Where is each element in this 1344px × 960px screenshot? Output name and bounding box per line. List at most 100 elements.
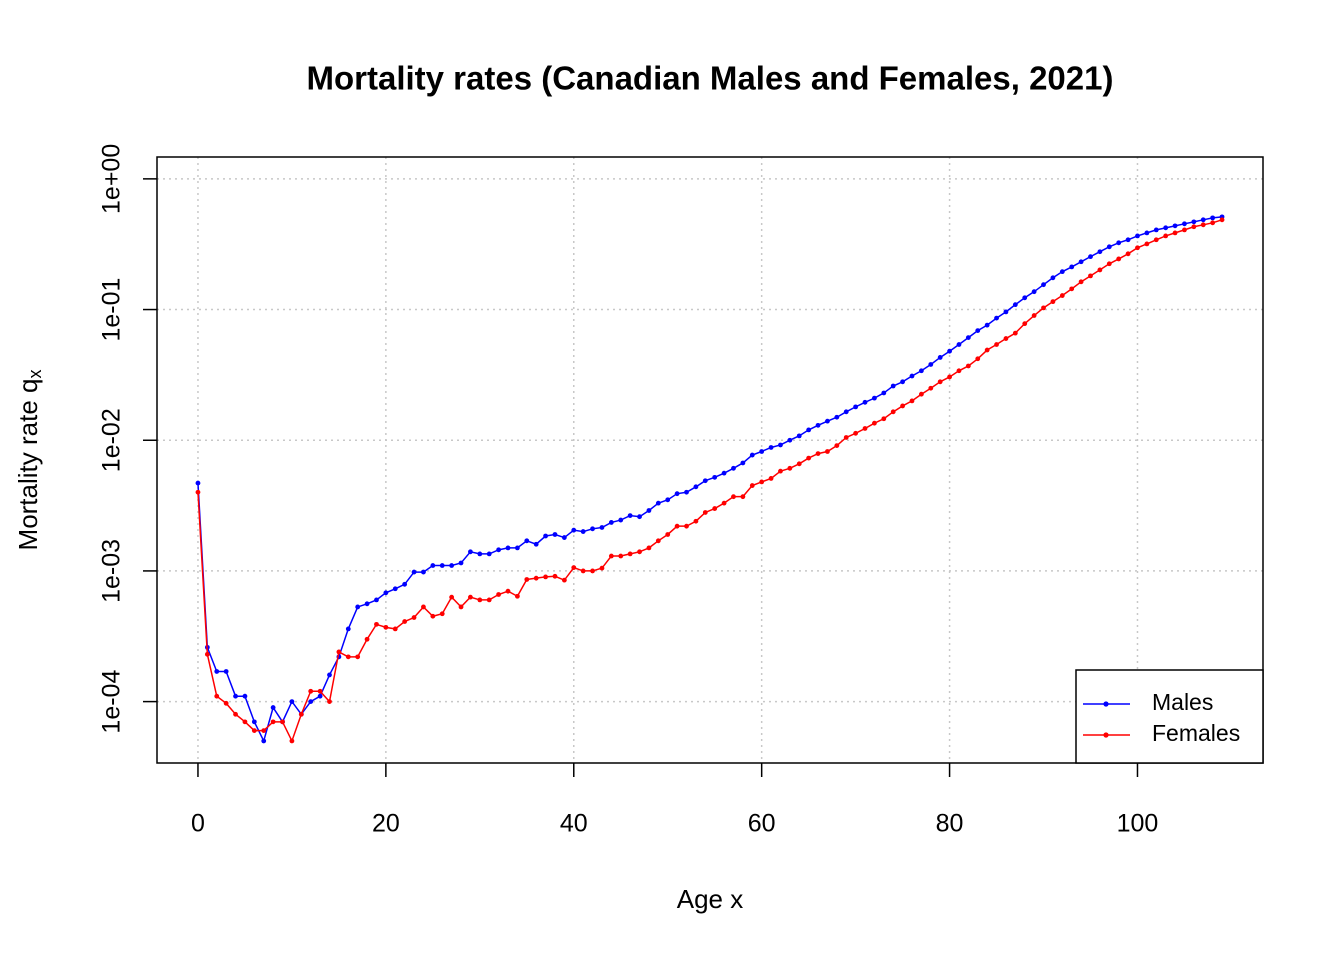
- data-point: [242, 719, 248, 725]
- data-point: [486, 551, 492, 557]
- data-point: [1210, 220, 1216, 226]
- x-tick-label: 60: [748, 810, 776, 838]
- y-tick-label: 1e-04: [98, 670, 126, 734]
- data-point: [533, 575, 539, 581]
- data-point: [280, 719, 285, 725]
- data-point: [1069, 264, 1075, 270]
- data-point: [317, 693, 323, 699]
- data-point: [1172, 230, 1178, 236]
- data-point: [421, 569, 426, 575]
- data-point: [599, 565, 605, 571]
- data-point: [251, 728, 257, 733]
- data-point: [430, 613, 436, 619]
- data-point: [571, 565, 577, 571]
- data-point: [843, 409, 849, 415]
- x-tick-label: 80: [936, 810, 964, 838]
- data-point: [223, 700, 229, 706]
- data-point: [918, 391, 924, 397]
- legend-label: Males: [1152, 689, 1213, 715]
- data-point: [984, 322, 990, 328]
- data-point: [195, 480, 201, 486]
- data-point: [918, 368, 924, 374]
- data-point: [655, 538, 661, 544]
- data-point: [1003, 336, 1009, 341]
- data-point: [486, 597, 492, 603]
- data-point: [749, 483, 755, 488]
- data-point: [524, 577, 530, 582]
- data-point: [825, 418, 830, 424]
- data-point: [806, 427, 812, 433]
- data-point: [1135, 233, 1140, 239]
- data-point: [637, 549, 642, 555]
- data-point: [204, 651, 210, 657]
- data-point: [1041, 305, 1046, 311]
- data-point: [270, 719, 276, 725]
- data-point: [242, 693, 248, 699]
- data-point: [1182, 221, 1187, 227]
- data-point: [1088, 273, 1093, 279]
- data-point: [1172, 223, 1178, 229]
- data-point: [1106, 261, 1112, 267]
- data-point: [778, 442, 783, 448]
- data-point: [637, 514, 642, 520]
- data-point: [731, 494, 736, 500]
- x-tick-label: 20: [372, 810, 400, 838]
- data-point: [1163, 225, 1169, 231]
- data-point: [1106, 244, 1112, 250]
- data-point: [721, 470, 727, 476]
- data-point: [251, 719, 257, 725]
- data-point: [402, 619, 408, 624]
- data-point: [684, 523, 689, 529]
- data-point: [1153, 227, 1159, 233]
- data-point: [815, 422, 821, 428]
- data-point: [543, 533, 548, 539]
- data-point: [468, 549, 473, 555]
- data-point: [214, 669, 220, 674]
- data-point: [411, 569, 417, 575]
- data-point: [872, 420, 877, 426]
- data-point: [270, 705, 276, 710]
- data-point: [561, 535, 567, 540]
- data-point: [496, 592, 502, 597]
- data-point: [984, 347, 990, 353]
- data-point: [646, 508, 652, 513]
- x-tick-label: 40: [560, 810, 588, 838]
- y-tick-label: 1e-03: [98, 539, 126, 603]
- data-point: [1031, 289, 1037, 295]
- data-point: [853, 430, 859, 436]
- legend-box: [1075, 669, 1264, 764]
- data-point: [1041, 282, 1046, 288]
- data-point: [881, 390, 887, 396]
- data-point: [1069, 286, 1075, 292]
- data-point: [580, 568, 586, 574]
- data-point: [956, 368, 962, 374]
- data-point: [1078, 259, 1084, 265]
- data-point: [1200, 222, 1206, 228]
- data-point: [947, 348, 952, 354]
- data-point: [825, 449, 830, 454]
- data-point: [1182, 227, 1187, 233]
- y-tick-label: 1e-01: [98, 278, 126, 342]
- data-point: [674, 523, 680, 529]
- data-point: [458, 560, 464, 566]
- data-point: [975, 356, 981, 362]
- data-point: [787, 437, 793, 443]
- series-line: [197, 219, 1223, 743]
- data-point: [524, 538, 530, 544]
- y-axis-label-main: Mortality rate q: [13, 379, 43, 551]
- data-point: [374, 621, 379, 627]
- data-point: [909, 373, 915, 379]
- y-axis-label: Mortality rate qx: [13, 370, 45, 551]
- data-point: [778, 468, 783, 474]
- data-point: [327, 672, 332, 678]
- data-point: [740, 460, 746, 466]
- data-point: [1210, 215, 1216, 221]
- data-point: [721, 500, 727, 506]
- data-point: [345, 626, 351, 632]
- data-point: [768, 445, 774, 450]
- data-point: [505, 588, 511, 594]
- data-point: [599, 525, 605, 530]
- data-point: [900, 403, 906, 409]
- data-point: [1200, 217, 1206, 223]
